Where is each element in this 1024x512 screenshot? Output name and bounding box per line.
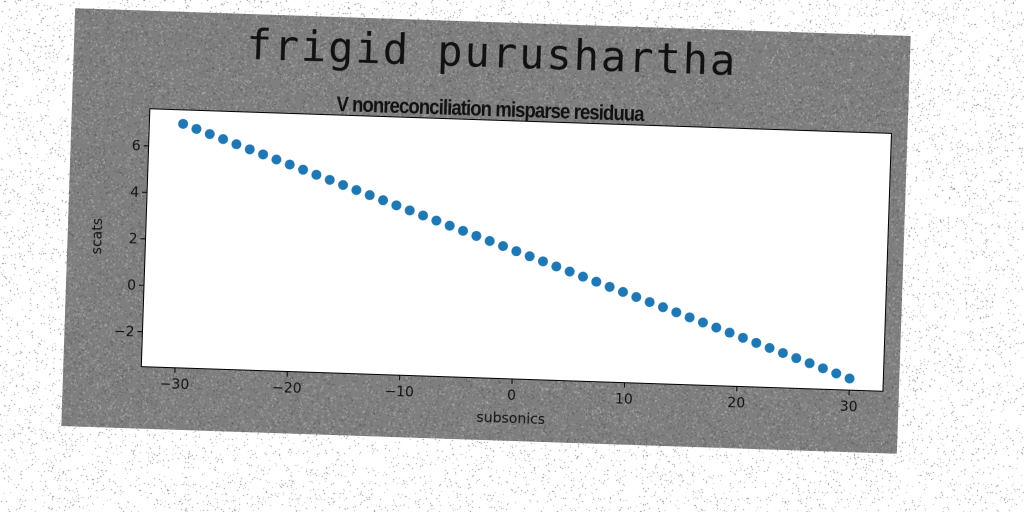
x-axis-ticks: −30 −20 −10 0 10 20 30 <box>159 367 858 415</box>
data-point <box>791 353 802 364</box>
data-point <box>657 302 668 313</box>
data-point <box>191 123 202 134</box>
data-point <box>831 368 842 379</box>
y-tick-label: 0 <box>127 278 136 294</box>
data-point <box>524 251 535 262</box>
x-tick-label: 20 <box>727 395 745 412</box>
data-point <box>351 185 362 196</box>
x-tick-label: −20 <box>272 380 302 397</box>
data-points <box>178 118 855 384</box>
data-point <box>564 266 575 277</box>
y-tick-label: 6 <box>131 138 141 154</box>
data-point <box>631 292 642 303</box>
data-point <box>271 154 282 165</box>
data-point <box>431 215 442 226</box>
data-point <box>218 134 229 145</box>
data-point <box>484 235 495 246</box>
data-point <box>671 307 682 318</box>
data-point <box>644 297 655 308</box>
data-point <box>604 281 615 292</box>
data-point <box>458 225 469 236</box>
x-tick-label: 30 <box>839 399 857 416</box>
x-axis-label: subsonics <box>476 410 545 428</box>
data-point <box>311 169 322 180</box>
data-point <box>498 241 509 252</box>
x-tick-label: −10 <box>384 384 414 401</box>
data-point <box>244 144 255 155</box>
data-point <box>777 348 788 359</box>
data-point <box>684 312 695 323</box>
data-point <box>697 317 708 328</box>
data-point <box>844 373 855 384</box>
chart-figure: frigid purushartha V nonreconciliation m… <box>61 8 911 454</box>
data-point <box>551 261 562 272</box>
y-tick-label: −2 <box>114 324 135 341</box>
data-point <box>577 271 588 282</box>
y-tick-label: 2 <box>128 231 137 247</box>
data-point <box>231 139 242 150</box>
data-point <box>258 149 269 160</box>
data-point <box>538 256 549 267</box>
data-point <box>737 332 748 343</box>
data-point <box>418 210 429 221</box>
y-axis-ticks: −2 0 2 4 6 <box>114 138 149 341</box>
data-point <box>391 200 402 211</box>
data-point <box>617 286 628 297</box>
data-point <box>471 230 482 241</box>
y-tick-label: 4 <box>130 185 140 201</box>
x-tick-label: 10 <box>615 391 633 408</box>
data-point <box>378 195 389 206</box>
data-point <box>804 358 815 369</box>
data-point <box>178 118 189 129</box>
data-point <box>338 179 349 190</box>
data-point <box>817 363 828 374</box>
data-point <box>404 205 415 216</box>
data-point <box>364 190 375 201</box>
data-point <box>444 220 455 231</box>
x-tick-label: −30 <box>159 376 189 393</box>
data-point <box>764 342 775 353</box>
data-point <box>751 337 762 348</box>
data-point <box>204 129 215 140</box>
data-point <box>724 327 735 338</box>
y-axis-label: scats <box>89 218 106 255</box>
x-tick-label: 0 <box>507 388 516 404</box>
data-point <box>284 159 295 170</box>
data-point <box>591 276 602 287</box>
data-point <box>711 322 722 333</box>
data-point <box>298 164 309 175</box>
data-point <box>511 246 522 257</box>
data-point <box>324 174 335 185</box>
